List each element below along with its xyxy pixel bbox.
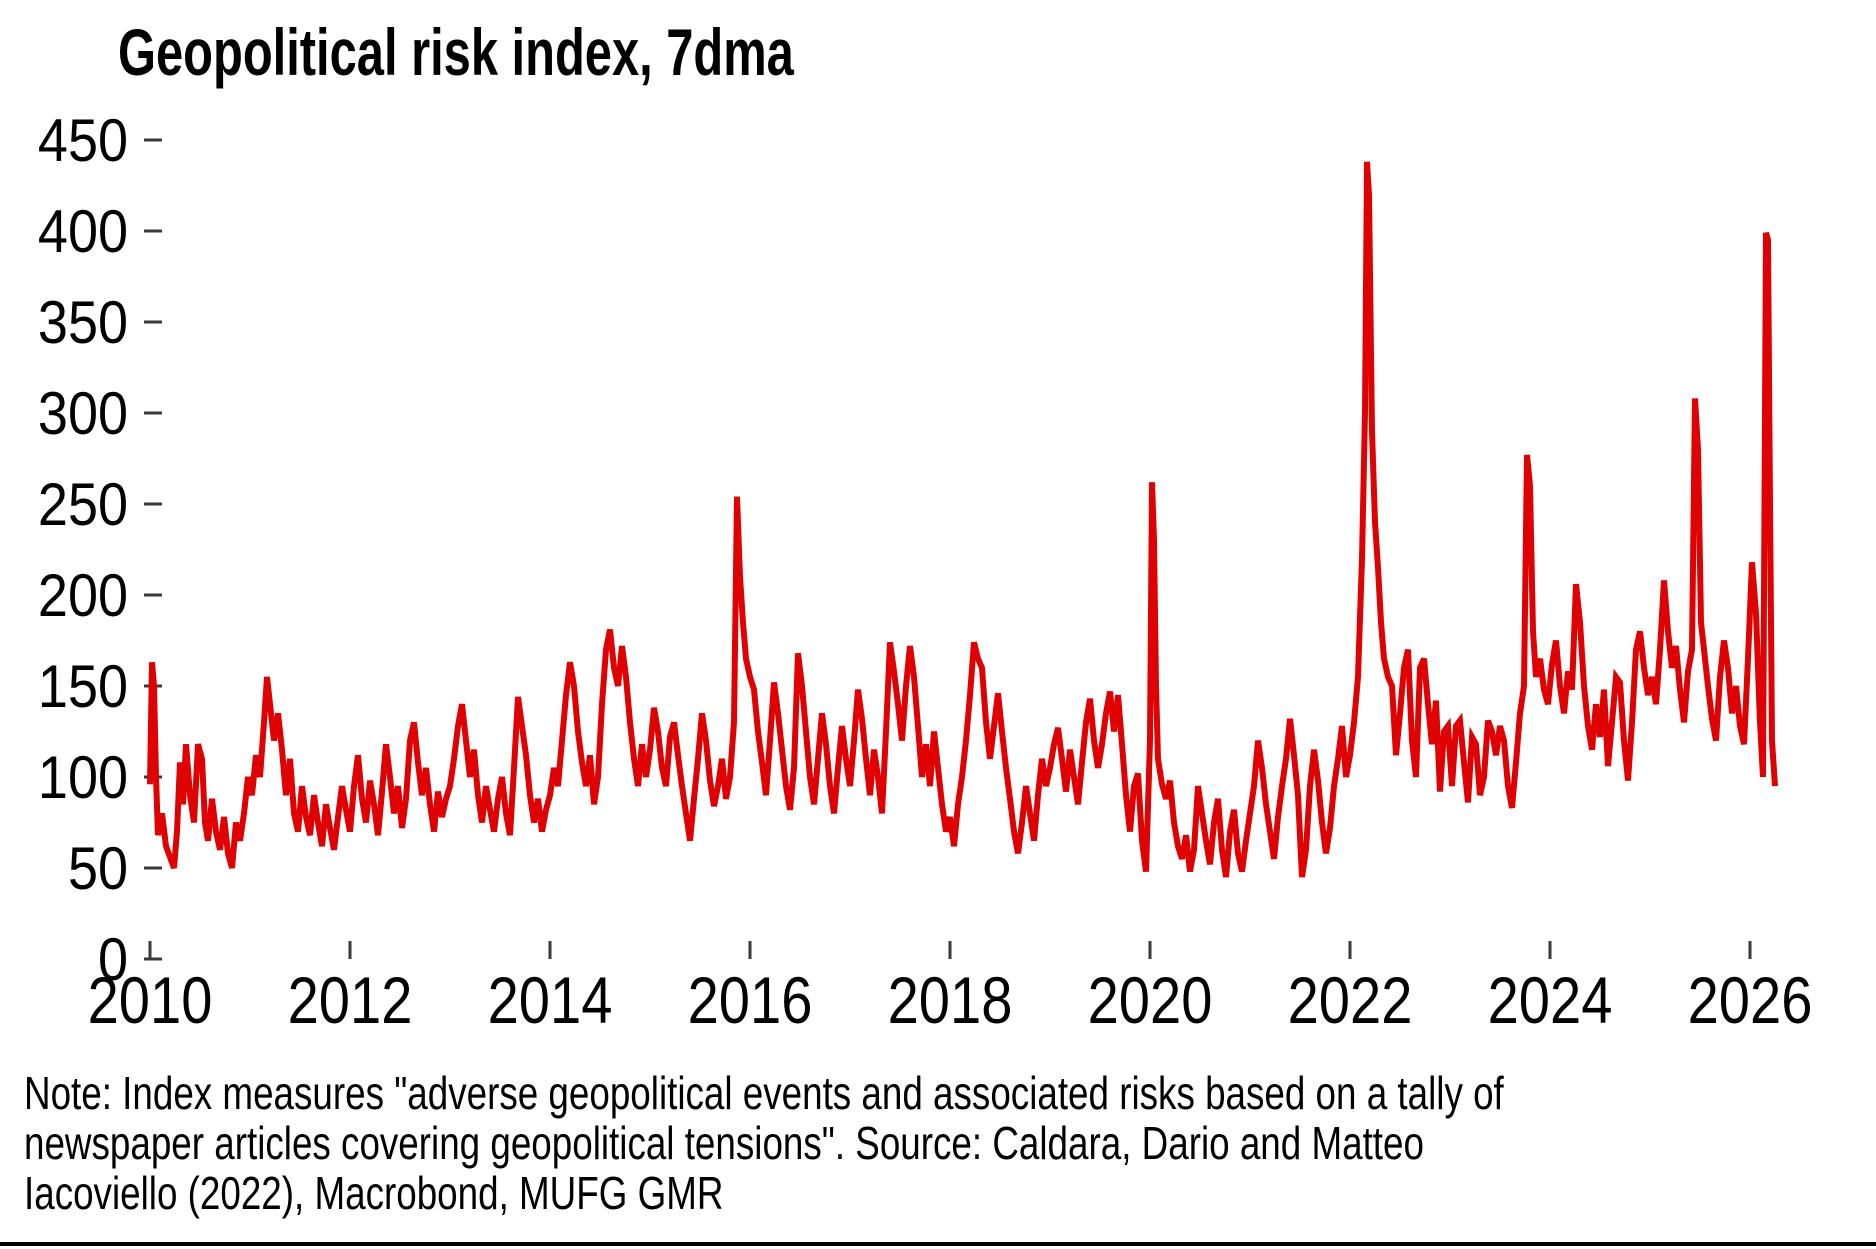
footnote-line-2: newspaper articles covering geopolitical…: [24, 1117, 1424, 1169]
bottom-divider-rule: [0, 1242, 1876, 1246]
x-tick-label: 2026: [1688, 964, 1813, 1037]
y-tick-label: 350: [38, 289, 128, 356]
x-tick-label: 2020: [1088, 964, 1213, 1037]
footnote-line-3: Iacoviello (2022), Macrobond, MUFG GMR: [24, 1167, 724, 1219]
y-tick-label: 100: [38, 744, 128, 811]
x-tick-label: 2014: [488, 964, 613, 1037]
chart-footnote: Note: Index measures "adverse geopolitic…: [24, 1068, 1504, 1218]
y-tick-label: 150: [38, 653, 128, 720]
y-tick-label: 50: [68, 835, 128, 902]
y-tick-label: 400: [38, 198, 128, 265]
y-tick-label: 300: [38, 380, 128, 447]
x-tick-label: 2024: [1488, 964, 1613, 1037]
x-tick-label: 2018: [888, 964, 1013, 1037]
y-tick-label: 450: [38, 107, 128, 174]
y-tick-label: 0: [98, 926, 128, 993]
x-tick-label: 2016: [688, 964, 813, 1037]
series-line: [147, 161, 1778, 878]
y-tick-label: 250: [38, 471, 128, 538]
footnote-line-1: Note: Index measures "adverse geopolitic…: [24, 1067, 1504, 1119]
x-tick-label: 2010: [88, 964, 213, 1037]
chart-title: Geopolitical risk index, 7dma: [118, 15, 794, 89]
x-tick-label: 2022: [1288, 964, 1413, 1037]
line-chart: 0 50 100 150 200 250 300 350 400 450 2010 2012 2014 2…: [38, 107, 1813, 1037]
y-tick-label: 200: [38, 562, 128, 629]
x-tick-label: 2012: [288, 964, 413, 1037]
